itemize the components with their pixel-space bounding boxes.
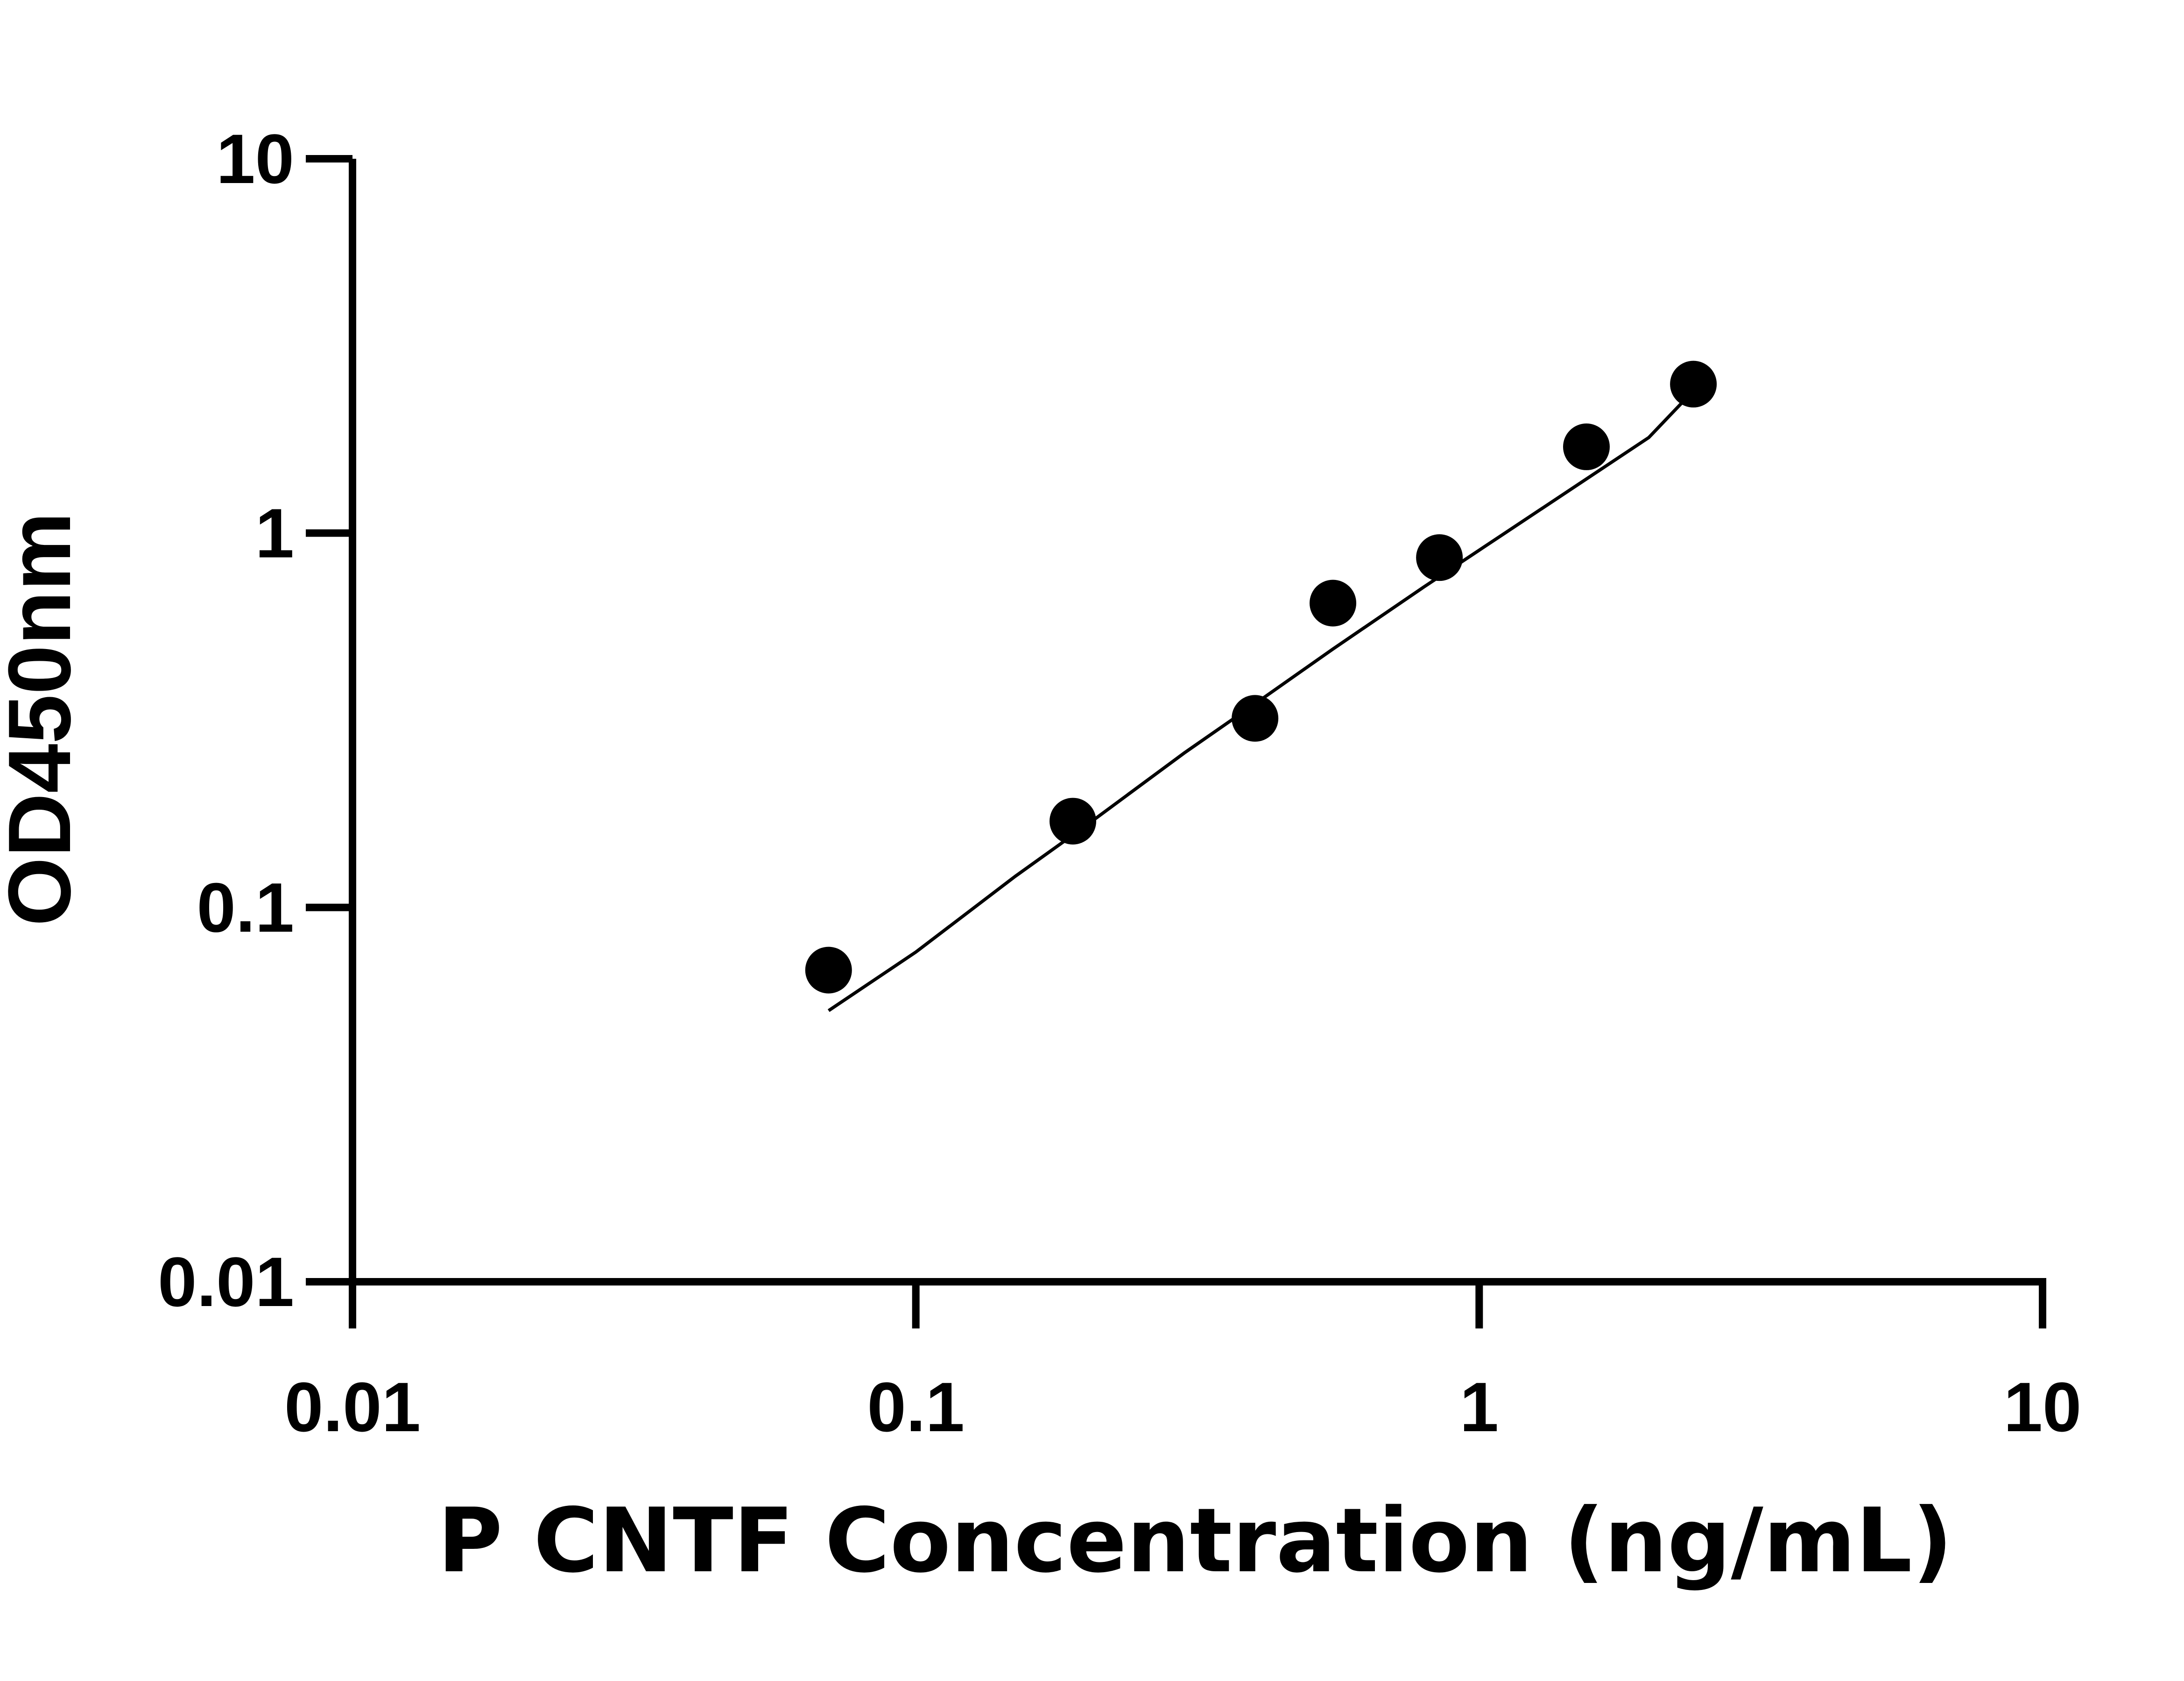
y-tick-label: 0.01: [158, 1243, 294, 1321]
fit-curve-layer: [827, 389, 1695, 1012]
data-point: [1050, 798, 1097, 845]
data-point: [1670, 360, 1717, 408]
data-points-layer: [805, 360, 1717, 994]
data-point: [1416, 534, 1463, 581]
axes: [306, 155, 2046, 1328]
y-axis-title: OD450nm: [0, 512, 89, 926]
x-axis-title: P CNTF Concentration (ng/mL): [437, 1489, 1952, 1592]
y-tick-label: 10: [216, 120, 294, 198]
data-point: [1563, 423, 1610, 470]
tick-labels-layer: 0.01 0.1 1 10 0.01 0.1 1 10: [158, 120, 2081, 1446]
data-point: [1310, 579, 1357, 627]
x-tick-label: 0.1: [867, 1368, 965, 1446]
data-point: [805, 946, 852, 994]
y-tick-label: 0.1: [197, 868, 294, 946]
fit-curve-line: [827, 389, 1695, 1012]
data-point: [1232, 695, 1279, 742]
x-tick-label: 1: [1460, 1368, 1499, 1446]
x-tick-label: 0.01: [284, 1368, 421, 1446]
y-tick-label: 1: [255, 494, 294, 572]
x-tick-label: 10: [2004, 1368, 2082, 1446]
